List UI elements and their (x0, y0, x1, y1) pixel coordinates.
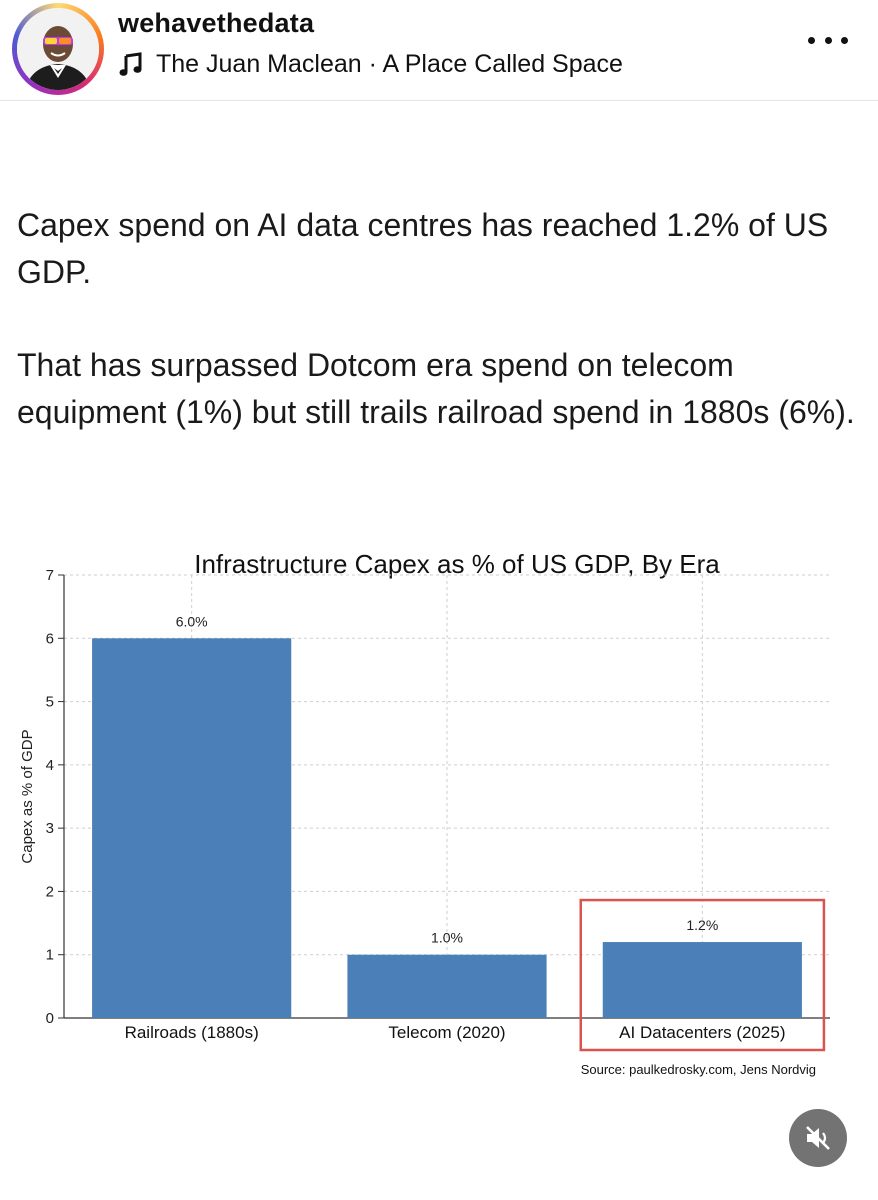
bar-3 (602, 942, 802, 1018)
chart-source: Source: paulkedrosky.com, Jens Nordvig (581, 1062, 816, 1077)
more-options-button[interactable] (808, 28, 848, 52)
y-tick-label: 2 (46, 883, 54, 900)
y-tick-label: 6 (46, 630, 54, 647)
y-tick-label: 0 (46, 1010, 54, 1027)
data-label: 6.0% (176, 613, 208, 629)
x-tick-label: Railroads (1880s) (125, 1023, 259, 1042)
chart-title: Infrastructure Capex as % of US GDP, By … (194, 549, 720, 579)
audio-track[interactable]: The Juan Maclean · A Place Called Space (118, 50, 623, 79)
y-tick-label: 7 (46, 567, 54, 584)
mute-button[interactable] (789, 1109, 847, 1167)
y-tick-label: 1 (46, 947, 54, 964)
avatar-story-ring[interactable] (12, 3, 104, 95)
music-note-icon (119, 51, 142, 76)
caption-paragraph-2: That has surpassed Dotcom era spend on t… (17, 347, 855, 430)
muted-speaker-icon (806, 1126, 830, 1150)
post-caption: Capex spend on AI data centres has reach… (17, 202, 862, 482)
caption-paragraph-1: Capex spend on AI data centres has reach… (17, 207, 829, 290)
x-tick-label: AI Datacenters (2025) (619, 1023, 785, 1042)
bar-2 (347, 954, 547, 1018)
chart-svg: Infrastructure Capex as % of US GDP, By … (19, 549, 830, 1077)
data-label: 1.2% (686, 917, 718, 933)
avatar[interactable] (17, 8, 99, 90)
audio-label: The Juan Maclean · A Place Called Space (156, 50, 623, 78)
more-dots-icon (808, 36, 815, 44)
capex-chart: Infrastructure Capex as % of US GDP, By … (0, 535, 878, 1095)
x-tick-label: Telecom (2020) (388, 1023, 505, 1042)
y-axis-label: Capex as % of GDP (19, 729, 36, 863)
bar-1 (92, 638, 292, 1018)
y-tick-label: 4 (46, 757, 54, 774)
more-dot (841, 36, 848, 44)
data-label: 1.0% (431, 930, 463, 946)
avatar-image (17, 8, 99, 90)
post-header: wehavethedata The Juan Maclean · A Place… (0, 0, 878, 101)
y-tick-label: 3 (46, 820, 54, 837)
username[interactable]: wehavethedata (118, 8, 315, 38)
y-tick-label: 5 (46, 694, 54, 711)
highlight-box (579, 898, 826, 1052)
more-dot (824, 36, 832, 44)
